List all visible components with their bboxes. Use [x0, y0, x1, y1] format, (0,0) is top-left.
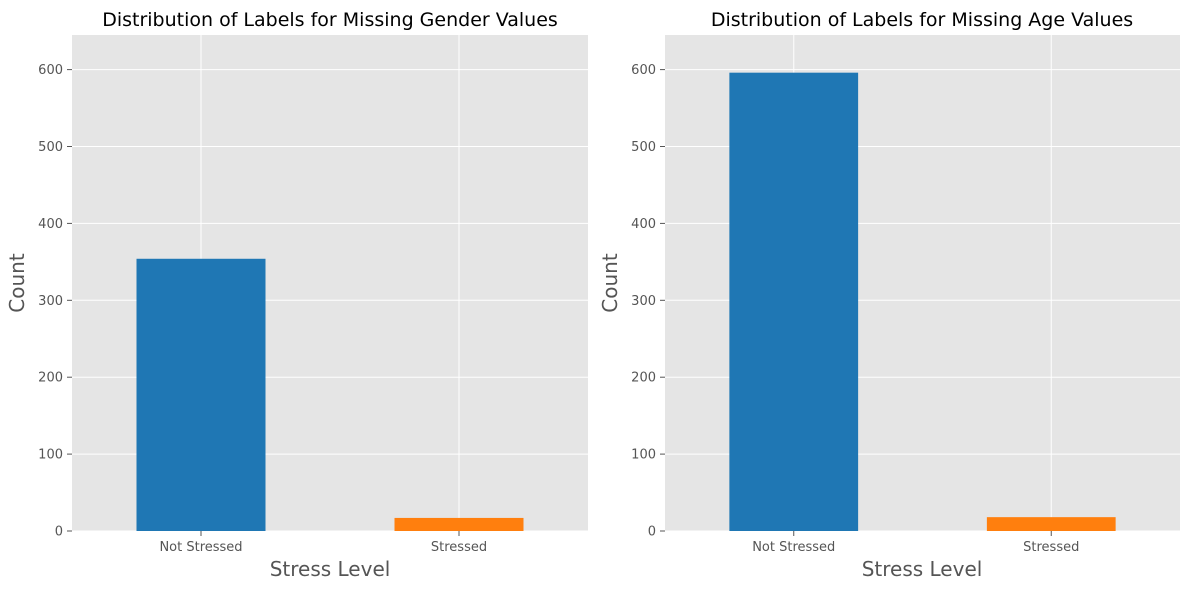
- y-tick-label: 600: [38, 63, 63, 78]
- x-axis-label: Stress Level: [270, 557, 391, 581]
- x-tick-label: Stressed: [431, 540, 487, 555]
- y-tick-label: 100: [38, 448, 63, 463]
- y-tick-label: 300: [38, 294, 63, 309]
- y-tick-label: 600: [631, 63, 656, 78]
- plot-area: 0 100 200 300 400 500 600 Not Stressed Stressed: [38, 35, 588, 555]
- y-tick-label: 100: [631, 448, 656, 463]
- y-axis-label: Count: [598, 253, 622, 313]
- y-tick-label: 0: [55, 525, 63, 540]
- y-tick-label: 500: [631, 140, 656, 155]
- x-axis-label: Stress Level: [862, 557, 983, 581]
- bar: [986, 517, 1116, 531]
- y-tick-label: 0: [648, 525, 656, 540]
- chart-title: Distribution of Labels for Missing Age V…: [711, 9, 1133, 31]
- y-axis-label: Count: [5, 253, 29, 313]
- y-tick-label: 200: [38, 371, 63, 386]
- bar: [729, 72, 859, 532]
- x-tick-label: Stressed: [1023, 540, 1079, 555]
- y-tick-label: 400: [38, 217, 63, 232]
- y-tick-label: 300: [631, 294, 656, 309]
- plot-area: 0 100 200 300 400 500 600 Not Stressed Stressed: [631, 35, 1180, 555]
- y-tick-label: 200: [631, 371, 656, 386]
- chart-title: Distribution of Labels for Missing Gende…: [102, 9, 558, 31]
- y-tick-label: 400: [631, 217, 656, 232]
- x-tick-label: Not Stressed: [752, 540, 835, 555]
- y-tick-label: 500: [38, 140, 63, 155]
- bar: [136, 258, 266, 531]
- bar: [394, 517, 524, 531]
- x-tick-label: Not Stressed: [159, 540, 242, 555]
